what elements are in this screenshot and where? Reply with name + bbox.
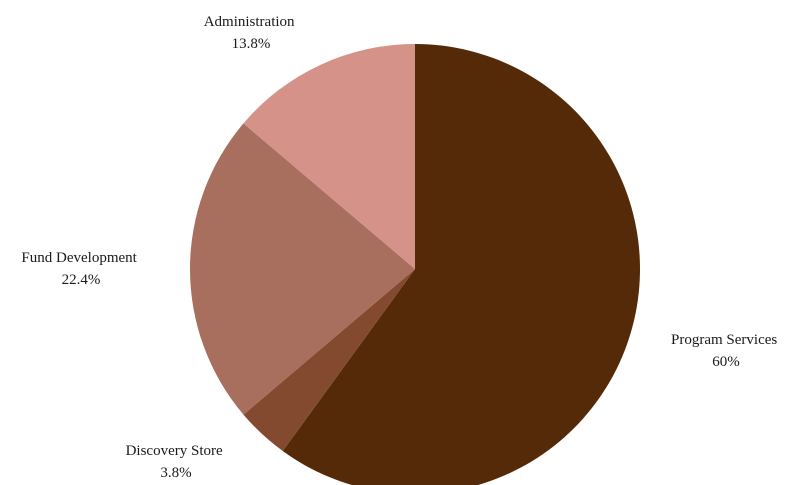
slice-category-administration: Administration xyxy=(204,14,295,30)
slice-label-program-services: Program Services 60% xyxy=(671,332,781,370)
slice-label-discovery-store: Discovery Store 3.8% xyxy=(126,443,227,481)
slice-value-fund-development: 22.4% xyxy=(62,272,101,288)
slice-category-fund-development: Fund Development xyxy=(21,250,137,266)
slice-value-administration: 13.8% xyxy=(232,36,271,52)
slice-labels: Program Services 60% Discovery Store 3.8… xyxy=(21,14,781,481)
pie-slice-fund-development xyxy=(189,123,415,415)
slice-label-fund-development: Fund Development 22.4% xyxy=(21,250,140,288)
pie-slices xyxy=(189,44,640,485)
pie-slice-discovery-store xyxy=(243,269,415,452)
slice-value-program-services: 60% xyxy=(712,354,740,370)
slice-category-program-services: Program Services xyxy=(671,332,777,348)
pie-slice-administration xyxy=(243,44,415,269)
pie-slice-program-services xyxy=(282,44,640,485)
slice-category-discovery-store: Discovery Store xyxy=(126,443,223,459)
slice-value-discovery-store: 3.8% xyxy=(160,465,191,481)
slice-label-administration: Administration 13.8% xyxy=(204,14,299,52)
